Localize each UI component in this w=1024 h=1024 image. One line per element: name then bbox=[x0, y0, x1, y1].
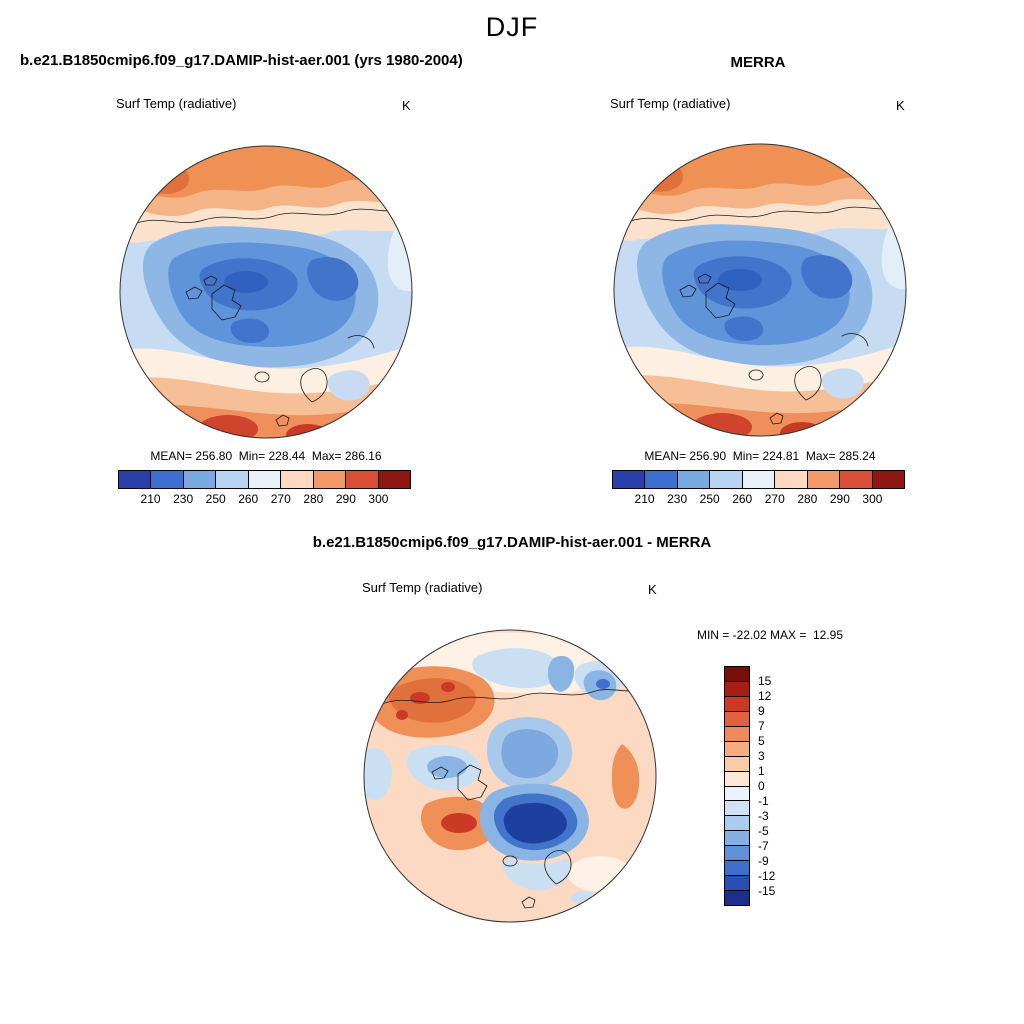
colorbar-tick-label: 12 bbox=[758, 689, 772, 703]
colorbar-segment bbox=[840, 471, 873, 488]
colorbar-tick-label: -1 bbox=[758, 794, 769, 808]
colorbar-tick-label: 260 bbox=[732, 492, 753, 506]
colorbar-tick-label: 7 bbox=[758, 719, 765, 733]
obs-colorbar: 210 230 250 260 270 280 290 300 bbox=[612, 470, 905, 510]
colorbar-segment bbox=[313, 471, 347, 488]
colorbar-segment bbox=[613, 471, 646, 488]
obs-panel-title: MERRA bbox=[730, 54, 786, 71]
colorbar-segment bbox=[183, 471, 217, 488]
colorbar-tick-label: 270 bbox=[270, 492, 291, 506]
colorbar-tick-label: 210 bbox=[140, 492, 161, 506]
colorbar-tick-label: -9 bbox=[758, 854, 769, 868]
colorbar-segment bbox=[151, 471, 184, 488]
colorbar-segment bbox=[725, 846, 749, 862]
colorbar-segment bbox=[725, 741, 749, 757]
colorbar-tick-label: 1 bbox=[758, 764, 765, 778]
colorbar-segment bbox=[677, 471, 711, 488]
colorbar-tick-label: 230 bbox=[173, 492, 194, 506]
colorbar-tick-label: -7 bbox=[758, 839, 769, 853]
model-units-label: K bbox=[402, 98, 411, 113]
colorbar-segment bbox=[645, 471, 678, 488]
colorbar-tick-label: 300 bbox=[368, 492, 389, 506]
diff-panel-title: b.e21.B1850cmip6.f09_g17.DAMIP-hist-aer.… bbox=[312, 534, 712, 551]
colorbar-segment bbox=[725, 726, 749, 742]
colorbar-segments bbox=[612, 470, 905, 489]
colorbar-segment bbox=[725, 786, 749, 802]
model-colorbar: 210 230 250 260 270 280 290 300 bbox=[118, 470, 411, 510]
colorbar-tick-label: 15 bbox=[758, 674, 772, 688]
colorbar-tick-label: 300 bbox=[862, 492, 883, 506]
colorbar-segment bbox=[378, 471, 410, 488]
colorbar-tick-label: 0 bbox=[758, 779, 765, 793]
obs-field-label: Surf Temp (radiative) bbox=[610, 96, 731, 111]
colorbar-segments bbox=[118, 470, 411, 489]
colorbar-tick-label: 230 bbox=[667, 492, 688, 506]
colorbar-tick-label: 290 bbox=[829, 492, 850, 506]
colorbar-segment bbox=[248, 471, 282, 488]
diff-colorbar: 15 12 9 7 5 3 1 0 -1 -3 -5 -7 -9 -12 -15 bbox=[724, 666, 794, 906]
colorbar-segment bbox=[742, 471, 776, 488]
colorbar-segment bbox=[872, 471, 904, 488]
colorbar-tick-label: 250 bbox=[205, 492, 226, 506]
colorbar-segment bbox=[346, 471, 379, 488]
colorbar-tick-label: -5 bbox=[758, 824, 769, 838]
colorbar-segment bbox=[725, 667, 749, 682]
colorbar-segment bbox=[725, 696, 749, 712]
colorbar-tick-label: -3 bbox=[758, 809, 769, 823]
season-title: DJF bbox=[485, 12, 539, 42]
colorbar-tick-label: 3 bbox=[758, 749, 765, 763]
colorbar-tick-label: 260 bbox=[238, 492, 259, 506]
colorbar-segment bbox=[725, 681, 749, 697]
colorbar-segment bbox=[725, 891, 749, 905]
colorbar-tick-label: 290 bbox=[335, 492, 356, 506]
colorbar-segment bbox=[281, 471, 314, 488]
colorbar-segment bbox=[725, 771, 749, 787]
colorbar-segment bbox=[807, 471, 841, 488]
colorbar-tick-label: 270 bbox=[764, 492, 785, 506]
colorbar-segment bbox=[725, 816, 749, 832]
obs-stats: MEAN= 256.90 Min= 224.81 Max= 285.24 bbox=[644, 449, 876, 463]
colorbar-tick-label: 280 bbox=[303, 492, 324, 506]
diff-field-label: Surf Temp (radiative) bbox=[362, 580, 483, 595]
colorbar-segment bbox=[725, 831, 749, 847]
colorbar-tick-label: 280 bbox=[797, 492, 818, 506]
colorbar-segment bbox=[710, 471, 743, 488]
colorbar-segment bbox=[725, 861, 749, 877]
colorbar-segment bbox=[725, 756, 749, 772]
model-stats: MEAN= 256.80 Min= 228.44 Max= 286.16 bbox=[150, 449, 382, 463]
diff-units-label: K bbox=[648, 582, 657, 597]
colorbar-segment bbox=[725, 876, 749, 892]
colorbar-tick-label: 9 bbox=[758, 704, 765, 718]
colorbar-segment bbox=[216, 471, 249, 488]
model-map bbox=[116, 142, 416, 442]
obs-units-label: K bbox=[896, 98, 905, 113]
colorbar-tick-label: 250 bbox=[699, 492, 720, 506]
colorbar-segment bbox=[725, 801, 749, 817]
colorbar-tick-label: 5 bbox=[758, 734, 765, 748]
diff-map bbox=[360, 626, 660, 926]
model-panel-title: b.e21.B1850cmip6.f09_g17.DAMIP-hist-aer.… bbox=[20, 52, 463, 69]
colorbar-tick-label: -12 bbox=[758, 869, 776, 883]
obs-map bbox=[610, 140, 910, 440]
colorbar-segment bbox=[725, 711, 749, 727]
diff-minmax: MIN = -22.02 MAX = 12.95 bbox=[696, 628, 844, 642]
colorbar-segments bbox=[724, 666, 750, 906]
colorbar-segment bbox=[775, 471, 808, 488]
colorbar-segment bbox=[119, 471, 152, 488]
colorbar-tick-label: -15 bbox=[758, 884, 776, 898]
model-field-label: Surf Temp (radiative) bbox=[116, 96, 237, 111]
colorbar-tick-label: 210 bbox=[634, 492, 655, 506]
